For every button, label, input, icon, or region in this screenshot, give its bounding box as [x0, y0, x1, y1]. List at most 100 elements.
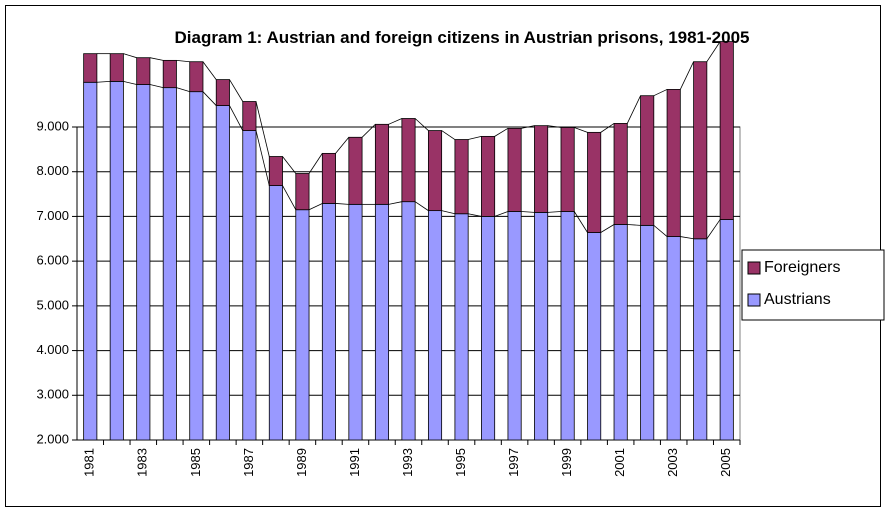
series-line: [494, 127, 509, 137]
bar: [162, 59, 177, 89]
series-line: [96, 80, 111, 83]
bar: [268, 185, 283, 441]
bar: [109, 80, 124, 441]
series-line: [123, 53, 137, 59]
bar: [401, 201, 416, 441]
series-line: [308, 153, 323, 174]
bar: [215, 105, 230, 441]
series-line: [335, 137, 350, 154]
bar: [215, 79, 230, 106]
series-line: [653, 225, 668, 237]
bar: [136, 84, 151, 441]
y-tick-label: 3.000: [36, 387, 69, 402]
series-line: [653, 89, 668, 97]
bar: [427, 130, 443, 212]
bar: [481, 135, 496, 217]
bar: [374, 203, 390, 441]
series-line: [229, 79, 244, 102]
bar: [295, 173, 310, 211]
y-tick-label: 8.000: [36, 163, 69, 178]
x-tick-label: 1997: [506, 448, 521, 477]
bar: [666, 236, 681, 441]
x-tick-label: 1985: [188, 448, 203, 477]
bar: [401, 118, 416, 203]
series-line: [627, 224, 641, 226]
bar: [295, 209, 310, 441]
bar: [693, 238, 708, 441]
chart-title: Diagram 1: Austrian and foreign citizens…: [174, 28, 750, 47]
bar: [321, 152, 336, 204]
bar: [507, 127, 522, 212]
series-line: [441, 130, 456, 140]
series-line: [600, 123, 615, 133]
series-line: [176, 87, 190, 93]
x-tick-label: 1987: [241, 448, 256, 477]
series-line: [468, 213, 482, 217]
x-tick-label: 1999: [559, 448, 574, 477]
y-tick-label: 6.000: [36, 253, 69, 268]
x-tick-label: 2005: [718, 448, 733, 477]
y-tick-label: 5.000: [36, 297, 69, 312]
series-line: [494, 211, 509, 217]
bar: [321, 203, 336, 441]
bar: [83, 53, 98, 83]
series-line: [679, 61, 694, 90]
bar: [507, 211, 522, 441]
series-line: [282, 185, 297, 210]
y-tick-label: 9.000: [36, 118, 69, 133]
legend-label: Foreigners: [764, 259, 840, 276]
bar: [587, 131, 602, 233]
bar: [83, 81, 98, 441]
series-line: [680, 236, 694, 240]
legend-box: [741, 249, 885, 321]
bar: [534, 125, 549, 213]
series-line: [547, 125, 562, 128]
series-line: [521, 211, 535, 213]
bar: [640, 95, 655, 226]
bar: [189, 61, 204, 93]
series-line: [414, 201, 429, 211]
x-tick-label: 1989: [294, 448, 309, 477]
series-line: [282, 156, 297, 174]
series-line: [229, 105, 244, 131]
series-line: [308, 203, 323, 211]
x-tick-label: 1991: [347, 448, 362, 477]
series-line: [706, 219, 721, 240]
series-line: [202, 61, 217, 80]
series-line: [255, 130, 270, 186]
bar: [693, 61, 708, 240]
bar: [242, 101, 257, 131]
series-line: [574, 127, 588, 133]
series-line: [414, 118, 429, 131]
series-line: [388, 118, 403, 125]
bar: [481, 216, 496, 441]
bar: [242, 130, 257, 441]
bar: [348, 136, 363, 205]
bar: [374, 123, 390, 205]
bar: [587, 232, 602, 441]
series-line: [521, 125, 535, 129]
series-line: [123, 81, 137, 85]
series-line: [202, 91, 217, 106]
series-line: [706, 41, 721, 62]
x-tick-label: 1981: [82, 448, 97, 477]
series-line: [547, 211, 562, 213]
legend-swatch: [747, 293, 761, 307]
series-line: [255, 101, 270, 157]
bar: [189, 91, 204, 441]
bar: [268, 156, 283, 186]
bar: [640, 224, 655, 441]
series-line: [361, 124, 376, 138]
x-tick-label: 1995: [453, 448, 468, 477]
bar: [613, 224, 628, 441]
bar: [719, 219, 734, 441]
bar: [427, 210, 443, 441]
series-line: [335, 203, 349, 205]
bar: [454, 139, 469, 215]
bar: [162, 87, 177, 441]
series-line: [573, 211, 588, 233]
bar: [666, 89, 681, 237]
bar: [109, 53, 124, 82]
bar: [534, 212, 549, 441]
